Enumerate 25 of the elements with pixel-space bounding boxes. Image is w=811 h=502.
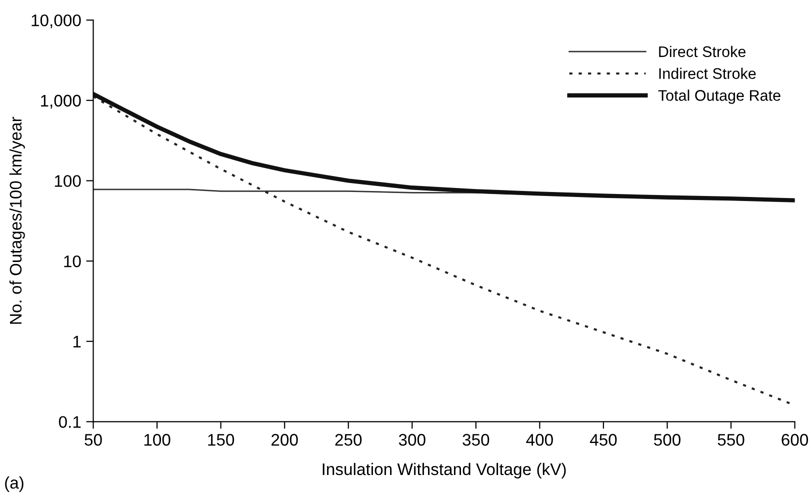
y-tick-label: 10,000: [32, 14, 81, 28]
x-tick-label: 300: [398, 434, 426, 446]
legend-label: Indirect Stroke: [659, 68, 756, 79]
y-tick-label: 0.1: [58, 416, 81, 428]
x-tick-label: 550: [718, 434, 744, 446]
y-tick-label: 100: [54, 175, 81, 187]
x-tick-label: 50: [84, 434, 102, 446]
y-tick-label: 10: [64, 255, 81, 268]
x-tick-label: 400: [526, 434, 553, 446]
text: (a): [5, 476, 24, 492]
x-axis-title: Insulation Withstand Voltage (kV): [322, 462, 566, 478]
x-tick-label: 500: [654, 434, 680, 446]
y-tick-label: 1: [73, 336, 81, 348]
x-tick-label: 100: [144, 434, 170, 446]
legend-label: Total Outage Rate: [658, 90, 780, 104]
x-tick-label: 600: [782, 434, 808, 446]
x-tick-label: 350: [462, 434, 490, 446]
y-axis-title: No. of Outages/100 km/year: [9, 116, 25, 324]
legend-label: Direct Stroke: [659, 46, 746, 58]
x-tick-label: 200: [272, 434, 298, 446]
x-tick-label: 450: [590, 434, 617, 446]
y-tick-label: 1,000: [41, 94, 81, 109]
x-tick-label: 250: [335, 434, 362, 446]
x-tick-label: 150: [208, 434, 234, 446]
line-series: [93, 92, 795, 202]
